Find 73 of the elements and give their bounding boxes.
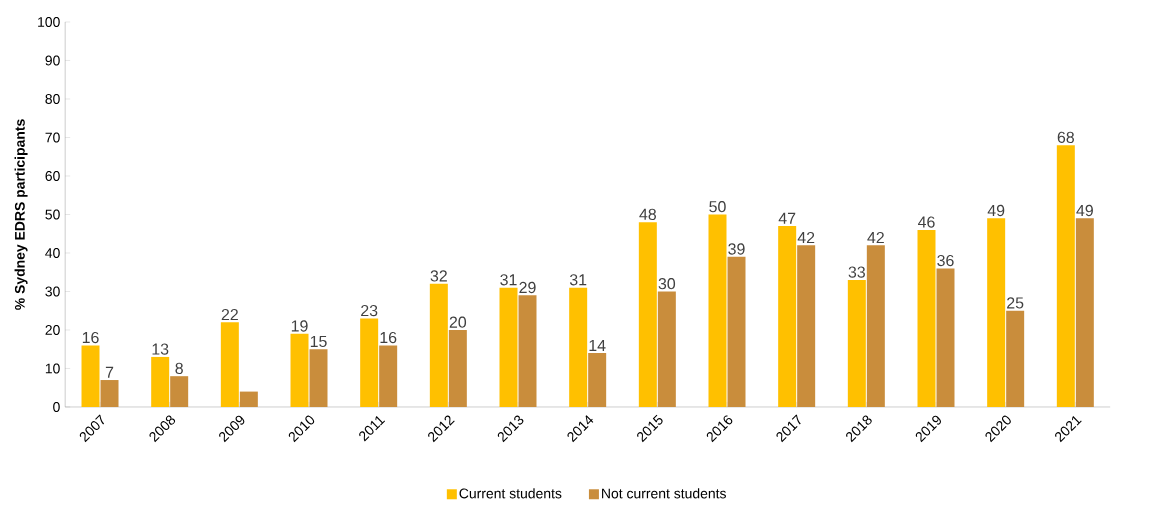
data-label: 14 bbox=[589, 339, 606, 351]
y-tick-label: 60 bbox=[45, 171, 60, 181]
y-tick-label: 70 bbox=[45, 132, 60, 143]
bar bbox=[360, 318, 379, 407]
bar bbox=[1006, 310, 1025, 407]
data-label: 33 bbox=[848, 266, 865, 278]
y-tick-label: 100 bbox=[38, 17, 60, 27]
y-tick-label: 50 bbox=[45, 209, 60, 220]
data-label: 49 bbox=[987, 204, 1005, 217]
bar bbox=[778, 226, 797, 407]
data-label: 22 bbox=[221, 308, 238, 321]
data-label: 30 bbox=[658, 278, 676, 290]
data-label: 7 bbox=[105, 366, 114, 378]
bar bbox=[588, 353, 607, 407]
bar bbox=[499, 287, 518, 407]
bar bbox=[1056, 145, 1075, 407]
data-label: 20 bbox=[449, 316, 467, 328]
y-tick-label: 80 bbox=[45, 94, 60, 104]
bar bbox=[239, 391, 258, 407]
data-label: 15 bbox=[310, 335, 327, 348]
data-label: 48 bbox=[639, 208, 656, 220]
bar bbox=[309, 349, 328, 407]
data-label: 25 bbox=[1007, 297, 1024, 309]
bar bbox=[1075, 218, 1094, 407]
data-label: 23 bbox=[361, 304, 378, 317]
data-label: 31 bbox=[569, 274, 587, 286]
bar bbox=[151, 356, 170, 407]
data-label: 16 bbox=[82, 331, 99, 344]
y-tick-label: 40 bbox=[45, 248, 60, 258]
bar bbox=[518, 295, 537, 407]
bar bbox=[936, 268, 955, 407]
legend-label: Current students bbox=[459, 488, 562, 499]
bar bbox=[657, 291, 676, 407]
bar bbox=[569, 287, 588, 407]
bar bbox=[220, 322, 239, 407]
bar bbox=[987, 218, 1006, 407]
data-label: 42 bbox=[867, 231, 884, 244]
data-label: 19 bbox=[291, 320, 308, 332]
data-label: 50 bbox=[709, 201, 726, 213]
data-label: 42 bbox=[797, 231, 815, 244]
data-label: 47 bbox=[778, 212, 796, 224]
bar bbox=[727, 256, 746, 407]
data-label: 68 bbox=[1057, 131, 1074, 143]
data-label: 29 bbox=[519, 281, 536, 294]
y-tick-label: 20 bbox=[45, 325, 60, 335]
bar bbox=[81, 345, 100, 407]
bar bbox=[917, 229, 936, 407]
bar bbox=[429, 283, 448, 407]
legend-label: Not current students bbox=[602, 488, 726, 499]
data-label: 39 bbox=[728, 243, 745, 255]
bar bbox=[847, 279, 866, 407]
bar bbox=[100, 380, 119, 407]
y-tick-label: 0 bbox=[53, 402, 60, 412]
data-label: 49 bbox=[1076, 204, 1093, 217]
bar bbox=[866, 245, 885, 407]
bar bbox=[797, 245, 816, 407]
bar bbox=[290, 333, 309, 407]
bar bbox=[379, 345, 398, 407]
bar bbox=[638, 222, 657, 407]
y-tick-label: 90 bbox=[45, 55, 60, 66]
data-label: 13 bbox=[152, 343, 169, 355]
y-tick-label: 10 bbox=[45, 363, 60, 374]
bar bbox=[170, 376, 189, 407]
data-label: 16 bbox=[380, 331, 397, 344]
bar bbox=[448, 329, 467, 407]
data-label: 31 bbox=[500, 274, 517, 286]
data-label: 8 bbox=[175, 362, 183, 374]
y-tick-label: 30 bbox=[45, 286, 60, 297]
data-label: 46 bbox=[917, 216, 935, 228]
y-axis-title: % Sydney EDRS participants bbox=[14, 119, 28, 310]
bar bbox=[708, 214, 727, 407]
data-label: 32 bbox=[430, 270, 447, 282]
data-label: 36 bbox=[937, 254, 954, 267]
